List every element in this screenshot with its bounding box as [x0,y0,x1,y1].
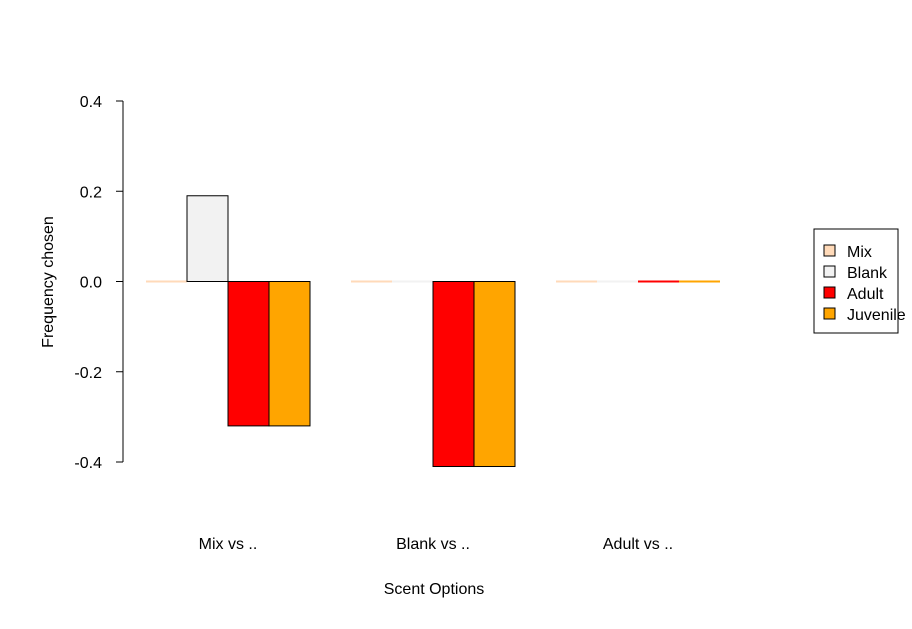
legend-label-adult: Adult [847,286,884,303]
legend-swatch-blank [823,265,836,278]
legend-swatch-adult [823,286,836,299]
legend-label-blank: Blank [847,265,888,282]
x-axis-labels: Mix vs .. Blank vs .. Adult vs .. [199,536,673,553]
x-axis-title: Scent Options [384,581,485,598]
y-tick-label: -0.4 [74,455,102,472]
y-tick-label: 0.4 [80,94,102,111]
bars [146,195,720,468]
legend-label-juvenile: Juvenile [847,307,906,324]
bar-adult-1 [227,281,270,427]
legend-label-mix: Mix [847,244,872,261]
y-tick-label: 0.2 [80,184,102,201]
y-axis: -0.4 -0.2 0.0 0.2 0.4 [74,94,124,472]
y-axis-title: Frequency chosen [40,216,57,348]
y-tick-label: -0.2 [74,365,102,382]
x-tick-label: Adult vs .. [603,536,673,553]
bar-juvenile-1 [268,281,311,427]
legend-swatch-juvenile [823,307,836,320]
x-tick-label: Mix vs .. [199,536,258,553]
legend: Mix Blank Adult Juvenile [813,228,906,334]
bar-blank-1 [186,195,229,282]
x-tick-label: Blank vs .. [396,536,470,553]
bar-juvenile-2 [473,281,516,468]
y-tick-label: 0.0 [80,275,102,292]
legend-swatch-mix [823,244,836,257]
bar-adult-2 [432,281,475,468]
